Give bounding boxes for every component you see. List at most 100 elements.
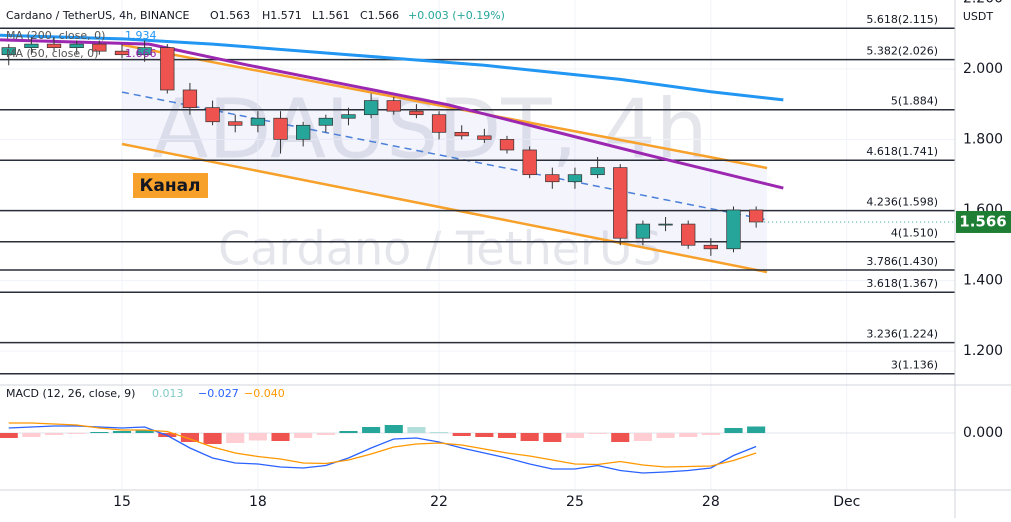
fib-label: 4.236(1.598) [866, 196, 938, 209]
header-symbol: Cardano / TetherUS, 4h, BINANCE [6, 9, 190, 22]
channel-label: Канал [139, 176, 200, 196]
candle-body [182, 89, 198, 108]
ma-legend-value: 1.666 [125, 47, 157, 60]
candle-body [1, 47, 16, 56]
fib-label: 3(1.136) [891, 359, 938, 372]
fib-label: 4.618(1.741) [866, 145, 938, 158]
header-close: C1.566 [360, 9, 399, 22]
channel-fill [121, 44, 768, 273]
candle-body [613, 167, 628, 239]
fib-label: 5.618(2.115) [866, 13, 938, 26]
y-tick-label: 1.800 [963, 131, 1003, 147]
macd-histogram-bar [135, 430, 154, 433]
candle-body [635, 223, 651, 239]
candle-body [363, 100, 379, 116]
candle-body [522, 149, 537, 176]
macd-legend-value: −0.040 [244, 387, 285, 400]
candle-body [726, 209, 741, 250]
fib-label: 5.382(2.026) [866, 45, 938, 58]
candle-body [114, 50, 130, 56]
macd-histogram-bar [384, 425, 403, 433]
candle-body [24, 43, 39, 48]
candle-body [228, 121, 243, 126]
fib-label: 3.618(1.367) [866, 277, 938, 290]
channel-middle [121, 91, 768, 221]
candle-body [273, 117, 288, 140]
header-low: L1.561 [312, 9, 350, 22]
x-tick-label: 18 [249, 494, 267, 510]
channel-label-box [133, 173, 208, 198]
last-price-box [956, 210, 1011, 233]
macd-histogram-bar [520, 433, 539, 441]
macd-histogram-bar [67, 433, 86, 434]
candle-body [341, 114, 356, 119]
candle-body [681, 223, 696, 246]
macd-histogram-bar [44, 433, 64, 435]
fib-label: 5(1.884) [891, 95, 938, 108]
candle-body [205, 107, 220, 123]
header-high: H1.571 [262, 9, 302, 22]
macd-histogram-bar [271, 433, 290, 441]
macd-histogram-bar [701, 433, 720, 435]
macd-histogram-bar [475, 433, 494, 437]
x-tick-label: Dec [833, 494, 860, 510]
watermark: ADAUSDT, 4h [152, 82, 707, 177]
ma-legend-name: MA (50, close, 0) [6, 47, 98, 60]
ma-legend-name: MA (200, close, 0) [6, 29, 105, 42]
candle-body [409, 110, 424, 116]
macd-signal-line [8, 422, 757, 468]
candle-body [454, 131, 469, 137]
moving-average [0, 33, 784, 102]
macd-legend-value: 0.013 [152, 387, 184, 400]
x-tick-label: 15 [113, 494, 131, 510]
macd-histogram-bar [112, 431, 132, 433]
candle-body [703, 244, 718, 250]
plot-layer: 5.618(2.115) 5.382(2.026) 5(1.884) 4.618(1.… [0, 0, 955, 490]
macd-histogram-bar [747, 426, 766, 433]
candle-body [92, 43, 107, 52]
channel-upper [121, 43, 768, 170]
ma-legend-value: 1.934 [125, 29, 157, 42]
macd-histogram-bar [294, 433, 313, 438]
candle-body [658, 223, 673, 226]
header-open: O1.563 [210, 9, 250, 22]
x-tick-label: 28 [702, 494, 720, 510]
candle-body [69, 43, 84, 48]
candle-body [318, 117, 333, 126]
macd-histogram-bar [407, 427, 426, 433]
macd-histogram-bar [339, 431, 358, 433]
candle-body [431, 114, 447, 133]
macd-macd-line [8, 425, 757, 474]
fib-label: 3.236(1.224) [866, 328, 938, 341]
candle-body [590, 167, 605, 176]
macd-tick-label: 0.000 [963, 425, 1003, 441]
watermark-sub: Cardano / TetherUS [218, 222, 662, 276]
candle-body [749, 209, 764, 223]
macd-histogram-bar [180, 433, 199, 442]
candle-body [160, 47, 175, 91]
macd-histogram-bar [90, 432, 109, 433]
y-tick-label: 1.200 [963, 343, 1003, 359]
x-tick-label: 22 [430, 494, 448, 510]
y-tick-label: 2.000 [963, 61, 1003, 77]
macd-histogram-bar [316, 433, 335, 435]
candle-body [296, 124, 311, 140]
candle-body [499, 139, 515, 151]
macd-histogram-bar [226, 433, 245, 443]
macd-histogram-bar [22, 433, 41, 437]
macd-histogram-bar [248, 433, 267, 441]
currency: USDT [963, 10, 994, 23]
x-tick-label: 25 [566, 494, 584, 510]
macd-histogram-bar [362, 427, 381, 433]
macd-histogram-bar [543, 433, 562, 442]
macd-histogram-bar [656, 433, 675, 438]
candle-body [386, 100, 401, 112]
last-price-label: 1.566 [959, 212, 1006, 230]
channel-lower [121, 142, 768, 274]
candle-body [567, 174, 583, 183]
fib-label: 3.786(1.430) [866, 255, 938, 268]
macd-histogram-bar [588, 433, 607, 434]
y-tick-label: 2.200 [963, 0, 1003, 6]
candle-body [137, 47, 152, 56]
